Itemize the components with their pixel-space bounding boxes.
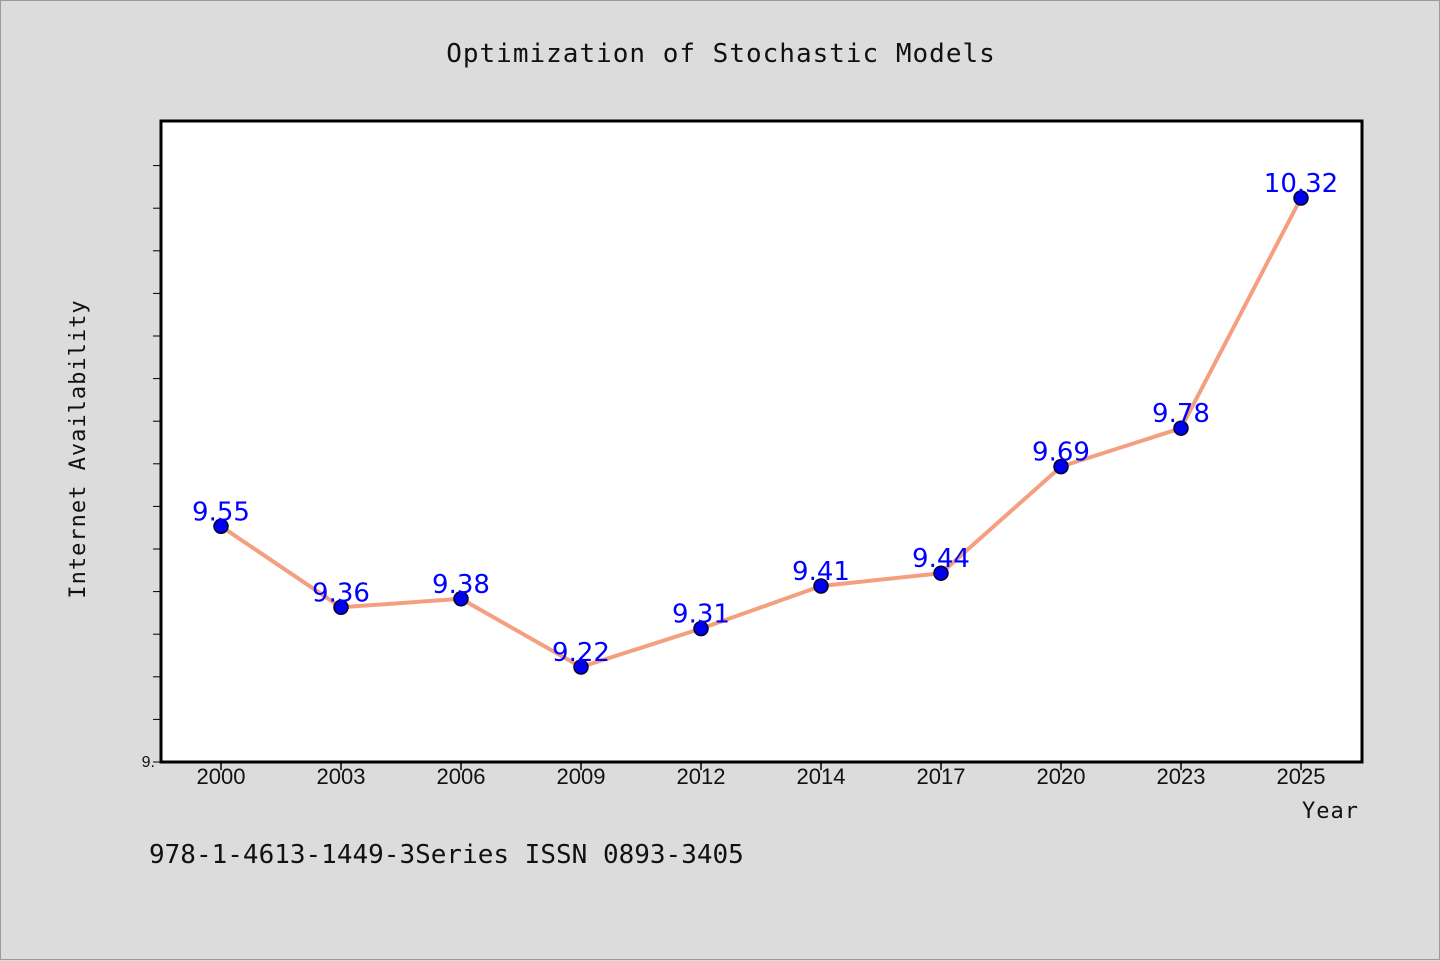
- x-tick-label: 2006: [437, 764, 486, 789]
- data-label: 9.78: [1152, 399, 1210, 429]
- data-label: 9.38: [432, 570, 490, 600]
- plot-area: [159, 119, 1364, 764]
- x-tick-label: 2012: [677, 764, 726, 789]
- data-label: 9.22: [552, 638, 610, 668]
- data-point: [333, 599, 349, 616]
- series-line-group: [219, 197, 1303, 669]
- x-axis-ticks: 2000 2003 2006 2009 2012 2014 2017 2020 2023 2025: [197, 762, 1326, 789]
- data-label: 9.69: [1032, 438, 1090, 468]
- data-label: 9.55: [192, 497, 250, 527]
- y-tick-label: 9.: [142, 754, 155, 771]
- data-label: 9.44: [912, 544, 970, 574]
- x-tick-label: 2023: [1157, 764, 1206, 789]
- data-label: 9.31: [672, 600, 730, 630]
- x-tick-label: 2003: [317, 764, 366, 789]
- x-tick-label: 2025: [1277, 764, 1326, 789]
- data-label: 9.36: [312, 578, 370, 608]
- data-point: [1053, 458, 1069, 475]
- footer-text: 978-1-4613-1449-3Series ISSN 0893-3405: [149, 840, 744, 870]
- y-axis-ticks: 9.: [142, 165, 161, 771]
- data-point: [813, 578, 829, 594]
- x-tick-label: 2014: [797, 764, 846, 789]
- data-point: [693, 620, 709, 637]
- data-label: 9.41: [792, 557, 850, 587]
- data-point: [213, 518, 229, 535]
- x-tick-label: 2020: [1037, 764, 1086, 789]
- data-point: [933, 565, 949, 581]
- x-tick-label: 2000: [197, 764, 246, 789]
- x-tick-label: 2009: [557, 764, 606, 789]
- data-point: [1173, 420, 1189, 436]
- data-point: [573, 659, 589, 675]
- data-labels: 9.55 9.36 9.38 9.22 9.31 9.41 9.44 9.69 9.78 10.3…: [192, 169, 1338, 668]
- data-point: [453, 591, 469, 607]
- series-line: [219, 197, 1303, 669]
- chart-title: Optimization of Stochastic Models: [446, 39, 996, 69]
- y-axis-label: Internet Availability: [66, 299, 91, 598]
- data-label: 10.32: [1264, 169, 1338, 199]
- data-point: [1293, 190, 1309, 206]
- x-axis-label: Year: [1302, 799, 1359, 824]
- series-markers: [213, 190, 1309, 675]
- x-tick-label: 2017: [917, 764, 966, 789]
